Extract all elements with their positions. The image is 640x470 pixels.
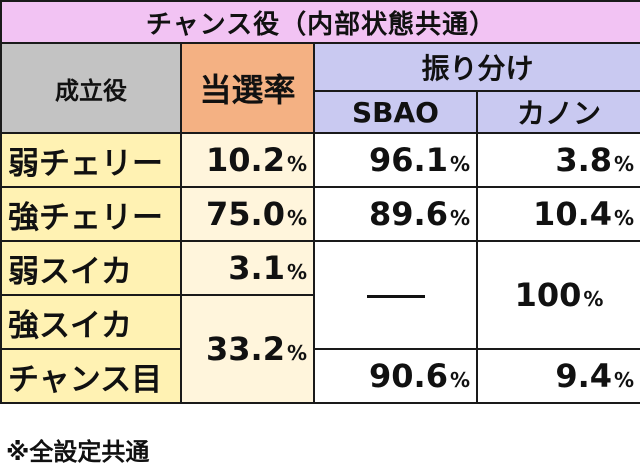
row-name: 強スイカ: [0, 294, 182, 350]
kanon-cell: 3.8%: [475, 132, 640, 188]
rate-cell: 3.1%: [180, 240, 315, 296]
table-row: 強チェリー 75.0% 89.6% 10.4%: [0, 186, 640, 242]
distribution-header: 振り分け: [312, 42, 640, 92]
kanon-cell: 100%: [475, 240, 640, 350]
sbao-none-cell: [313, 240, 478, 350]
table-row: 弱チェリー 10.2% 96.1% 3.8%: [0, 132, 640, 188]
table-row: チャンス目 90.6% 9.4%: [0, 348, 640, 404]
kanon-cell: 9.4%: [475, 348, 640, 404]
row-name: チャンス目: [0, 348, 182, 404]
table-row: 強スイカ 33.2%: [0, 294, 640, 404]
sbao-cell: 96.1%: [313, 132, 478, 188]
sbao-cell: 90.6%: [313, 348, 478, 404]
footnote: ※全設定共通: [6, 438, 150, 466]
row-name: 弱チェリー: [0, 132, 182, 188]
chance-role-table: チャンス役（内部状態共通） 成立役 当選率 振り分け SBAO カノン 弱チェリ…: [0, 0, 640, 404]
dash-mark: [366, 294, 425, 298]
rate-cell: 10.2%: [180, 132, 315, 188]
kanon-header: カノン: [475, 90, 640, 134]
sbao-header: SBAO: [313, 90, 478, 134]
table-title: チャンス役（内部状態共通）: [0, 0, 640, 44]
rate-cell: 33.2%: [180, 294, 315, 404]
rate-cell: 75.0%: [180, 186, 315, 242]
rate-header: 当選率: [180, 42, 315, 134]
row-name: 強チェリー: [0, 186, 182, 242]
role-header: 成立役: [0, 42, 182, 134]
table-row: 弱スイカ 3.1% 100%: [0, 240, 640, 350]
sbao-cell: 89.6%: [313, 186, 478, 242]
row-name: 弱スイカ: [0, 240, 182, 296]
kanon-cell: 10.4%: [475, 186, 640, 242]
